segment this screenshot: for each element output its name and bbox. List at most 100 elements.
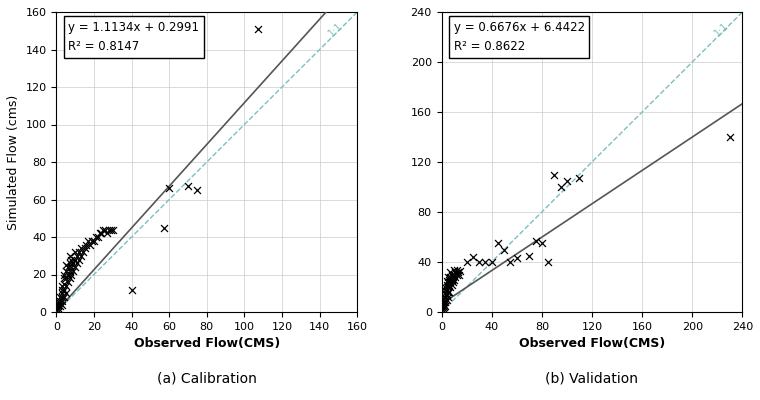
Point [530, 238, 542, 244]
Point [74, 245, 87, 252]
Text: (b) Validation: (b) Validation [546, 372, 638, 386]
Point [443, 289, 455, 295]
Point [444, 269, 456, 275]
Point [73, 256, 85, 263]
Point [65, 271, 78, 278]
Point [439, 290, 451, 296]
Point [561, 178, 573, 184]
Point [52, 300, 65, 306]
Point [439, 299, 451, 305]
Point [449, 269, 461, 275]
Point [99, 226, 111, 233]
Point [444, 274, 456, 280]
Point [442, 284, 454, 290]
Point [548, 171, 560, 178]
Point [52, 301, 65, 308]
Point [448, 271, 460, 278]
Point [52, 303, 65, 310]
Text: 1:1: 1:1 [327, 21, 345, 39]
Point [71, 252, 83, 259]
Point [65, 256, 78, 263]
Point [67, 260, 79, 266]
Point [56, 286, 68, 293]
Point [438, 299, 450, 305]
Point [441, 291, 453, 298]
Point [67, 268, 79, 274]
Point [542, 259, 554, 265]
Point [97, 226, 109, 233]
Point [443, 281, 455, 288]
Point [54, 300, 66, 306]
Point [441, 286, 453, 293]
Point [56, 290, 68, 296]
Point [56, 301, 68, 308]
Point [437, 296, 449, 303]
Point [448, 266, 460, 273]
Point [62, 271, 74, 278]
Point [555, 184, 567, 190]
Point [62, 279, 74, 285]
Point [52, 305, 65, 312]
Text: y = 0.6676x + 6.4422
R² = 0.8622: y = 0.6676x + 6.4422 R² = 0.8622 [454, 21, 584, 53]
Point [58, 275, 70, 282]
Point [443, 276, 455, 283]
Point [449, 274, 461, 280]
Point [437, 302, 449, 309]
Point [441, 281, 453, 288]
Point [106, 226, 119, 233]
Point [439, 294, 451, 300]
Point [441, 278, 453, 284]
Point [441, 296, 453, 303]
Point [56, 282, 68, 289]
Point [442, 274, 454, 280]
Point [447, 274, 459, 280]
Text: y = 1.1134x + 0.2991
R² = 0.8147: y = 1.1134x + 0.2991 R² = 0.8147 [68, 21, 199, 53]
Point [447, 279, 459, 285]
Point [58, 294, 70, 300]
Point [252, 26, 264, 32]
Point [438, 301, 450, 308]
Point [58, 281, 70, 287]
Point [73, 249, 85, 255]
Point [82, 238, 94, 244]
Point [101, 230, 113, 236]
Point [63, 268, 75, 274]
Point [103, 226, 115, 233]
Point [439, 286, 451, 293]
Point [461, 259, 473, 265]
Point [60, 262, 72, 268]
Point [498, 246, 510, 253]
Point [437, 300, 449, 306]
Point [65, 264, 78, 270]
Point [445, 271, 458, 278]
Point [88, 238, 100, 244]
Point [56, 298, 68, 304]
Point [480, 259, 492, 265]
Point [69, 256, 81, 263]
Point [442, 289, 454, 295]
Point [60, 275, 72, 282]
Point [437, 306, 449, 313]
Point [96, 230, 108, 236]
Point [52, 307, 65, 313]
Point [58, 271, 70, 278]
Point [453, 271, 465, 278]
Point [63, 260, 75, 266]
Point [444, 284, 456, 290]
Point [505, 259, 517, 265]
Point [454, 268, 467, 274]
Point [81, 241, 93, 248]
Point [58, 286, 70, 293]
Point [69, 249, 81, 255]
Point [467, 254, 479, 260]
Point [56, 294, 68, 300]
Point [105, 226, 117, 233]
Point [492, 240, 504, 246]
Point [163, 185, 176, 192]
Point [92, 234, 104, 240]
Point [125, 286, 138, 293]
Point [473, 259, 485, 265]
Point [77, 249, 89, 255]
Point [78, 245, 90, 252]
Point [442, 279, 454, 285]
